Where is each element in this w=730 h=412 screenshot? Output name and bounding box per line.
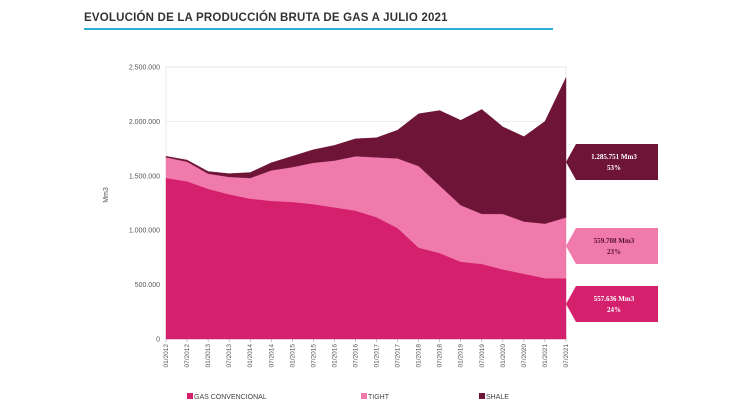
y-axis-ticks: 0 500.000 1.000.000 1.500.000 2.000.000 2.500… [129, 65, 160, 344]
x-tick-label: 07/2015 [310, 344, 317, 368]
callout-tight: 559.708 Mm3 23% [566, 228, 658, 264]
callout-shale: 1.285.751 Mm3 53% [566, 144, 658, 180]
x-tick-label: 07/2012 [184, 344, 191, 368]
y-tick-label: 1.500.000 [129, 173, 160, 180]
x-tick-label: 01/2014 [247, 344, 254, 368]
callout-value: 557.636 Mm3 [594, 295, 635, 303]
x-tick-label: 07/2016 [352, 344, 359, 368]
x-tick-label: 07/2014 [268, 344, 275, 368]
callouts: 1.285.751 Mm3 53% 559.708 Mm3 23% 557.636 Mm… [566, 144, 658, 322]
x-tick-label: 01/2015 [289, 344, 296, 368]
callout-box [566, 144, 658, 180]
x-tick-label: 07/2021 [563, 344, 570, 368]
x-tick-label: 01/2012 [163, 344, 170, 368]
x-tick-label: 01/2021 [542, 344, 549, 368]
y-tick-label: 1.000.000 [129, 228, 160, 235]
callout-percent: 23% [607, 248, 621, 256]
legend-swatch [479, 393, 485, 399]
legend-label: TIGHT [368, 394, 390, 401]
x-tick-label: 01/2013 [205, 344, 212, 368]
x-tick-label: 07/2017 [395, 344, 402, 368]
page-title: EVOLUCIÓN DE LA PRODUCCIÓN BRUTA DE GAS … [84, 12, 448, 24]
x-tick-label: 07/2019 [479, 344, 486, 368]
x-tick-label: 01/2020 [500, 344, 507, 368]
x-tick-label: 07/2013 [226, 344, 233, 368]
y-tick-label: 2.500.000 [129, 65, 160, 72]
x-tick-label: 07/2020 [521, 344, 528, 368]
callout-percent: 24% [607, 306, 621, 314]
legend-swatch [187, 393, 193, 399]
callout-value: 559.708 Mm3 [594, 237, 635, 245]
legend-label: SHALE [486, 394, 509, 401]
area-shale [165, 77, 567, 224]
callout-box [566, 286, 658, 322]
y-tick-label: 0 [156, 337, 160, 344]
legend: GAS CONVENCIONAL TIGHT SHALE [187, 393, 509, 401]
callout-percent: 53% [607, 164, 621, 172]
legend-item-shale: SHALE [479, 393, 509, 401]
callout-value: 1.285.751 Mm3 [591, 153, 637, 161]
x-tick-label: 01/2019 [458, 344, 465, 368]
area-series [165, 77, 567, 340]
y-tick-label: 2.000.000 [129, 119, 160, 126]
y-axis-title: Mm3 [103, 187, 110, 203]
y-tick-label: 500.000 [135, 282, 160, 289]
x-axis-ticks: 01/2012 07/2012 01/2013 07/2013 01/2014 07/20… [163, 339, 570, 368]
title-underline [84, 28, 553, 30]
legend-item-gas-convencional: GAS CONVENCIONAL [187, 393, 267, 401]
callout-gas-convencional: 557.636 Mm3 24% [566, 286, 658, 322]
legend-swatch [361, 393, 367, 399]
x-tick-label: 07/2018 [437, 344, 444, 368]
x-tick-label: 01/2017 [374, 344, 381, 368]
legend-label: GAS CONVENCIONAL [194, 394, 267, 401]
x-tick-label: 01/2016 [331, 344, 338, 368]
callout-box [566, 228, 658, 264]
x-tick-label: 01/2018 [416, 344, 423, 368]
legend-item-tight: TIGHT [361, 393, 390, 401]
